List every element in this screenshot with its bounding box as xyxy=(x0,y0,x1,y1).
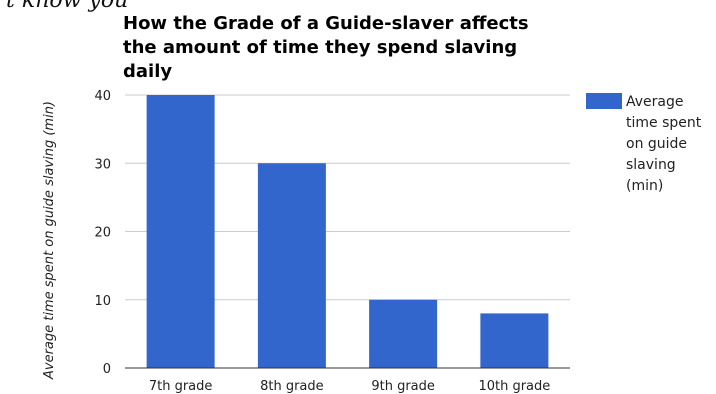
legend-swatch xyxy=(586,93,622,109)
y-tick-label: 0 xyxy=(103,362,111,377)
x-tick-label: 10th grade xyxy=(478,379,550,394)
y-tick-label: 10 xyxy=(94,294,111,309)
legend-label: Average time spent on guide slaving (min… xyxy=(626,94,702,194)
bar-4 xyxy=(480,313,549,368)
x-tick-label: 7th grade xyxy=(149,379,213,394)
y-tick-label: 30 xyxy=(94,157,111,172)
page-header-fragment: 't know you xyxy=(0,0,129,13)
bar-1 xyxy=(146,95,215,368)
y-tick-label: 20 xyxy=(94,226,111,241)
bar-3 xyxy=(369,299,438,368)
x-tick-label: 9th grade xyxy=(371,379,435,394)
x-tick-label: 8th grade xyxy=(260,379,324,394)
legend: Average time spent on guide slaving (min… xyxy=(586,92,706,197)
chart-title: How the Grade of a Guide-slaver affects … xyxy=(123,13,529,82)
y-tick-label: 40 xyxy=(94,89,111,104)
bar-2 xyxy=(257,163,326,368)
